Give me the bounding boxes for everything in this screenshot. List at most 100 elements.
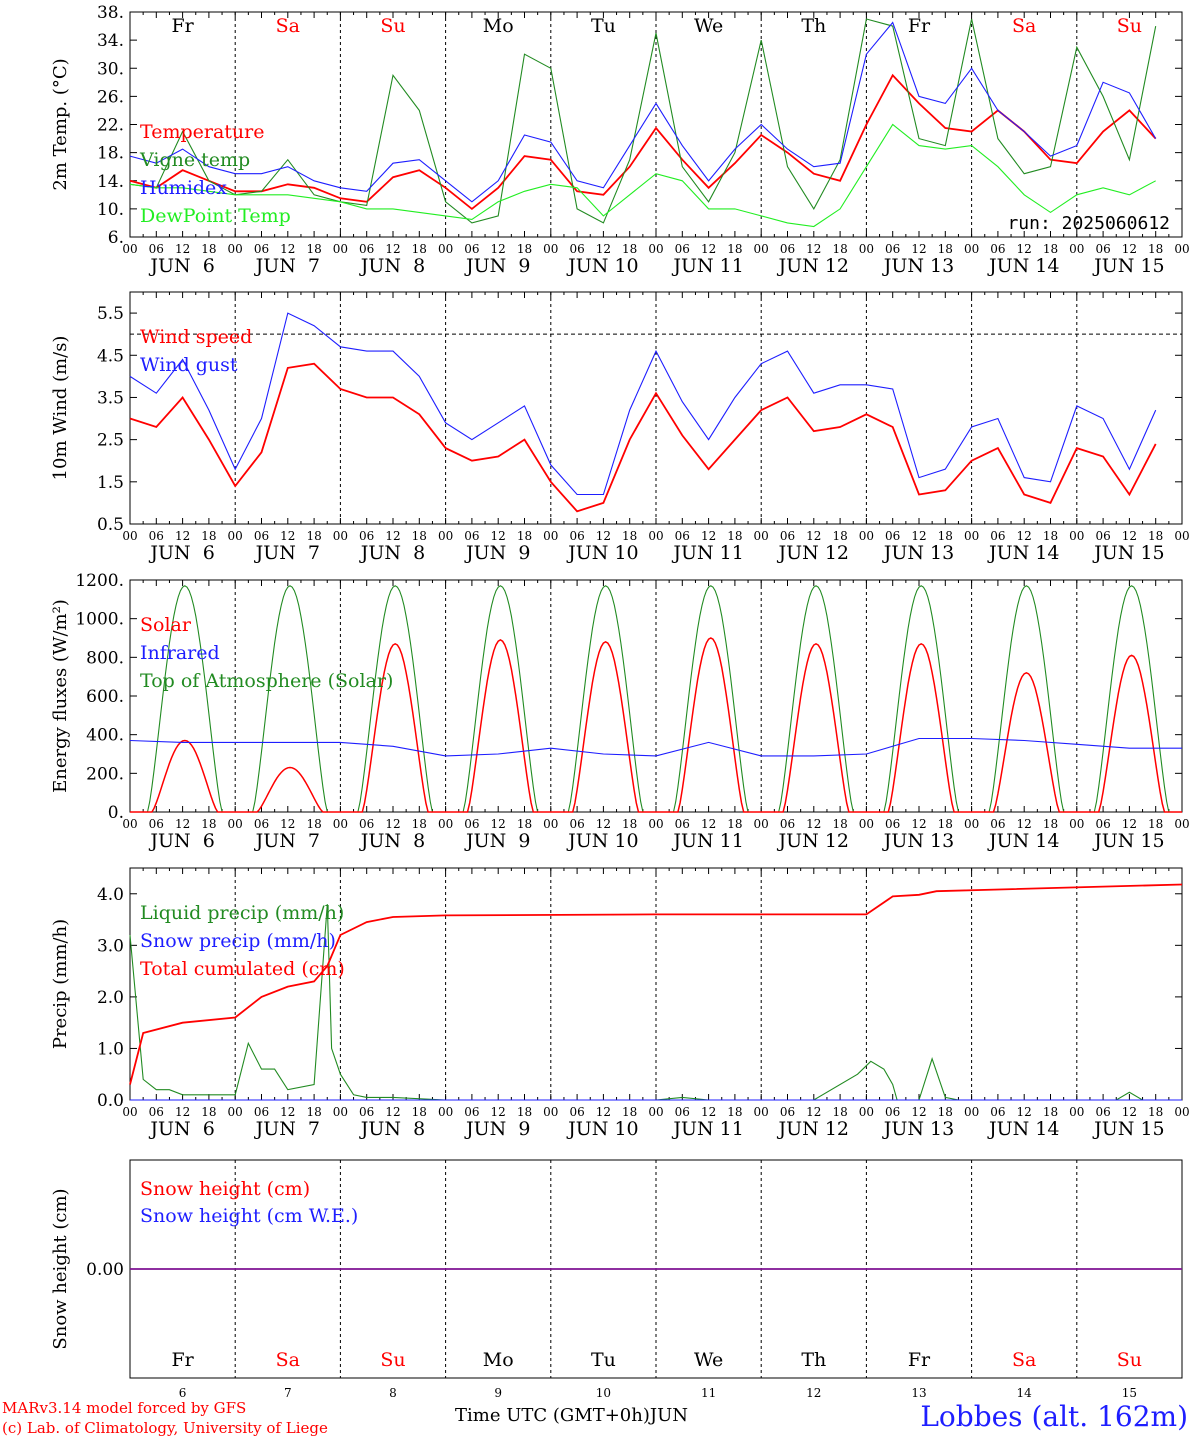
day-number: 10 — [596, 1386, 611, 1400]
day-label: JUN 11 — [671, 1118, 743, 1140]
legend-label: Snow precip (mm/h) — [140, 930, 336, 952]
day-label: JUN 14 — [987, 830, 1059, 852]
hour-tick-label: 00 — [543, 1105, 558, 1119]
hour-tick-label: 00 — [438, 817, 453, 831]
model-credit: MARv3.14 model forced by GFS (c) Lab. of… — [2, 1398, 328, 1438]
legend-label: Humidex — [140, 177, 227, 199]
y-tick-label: 400. — [86, 726, 124, 746]
day-label: JUN 15 — [1092, 542, 1164, 564]
hour-tick-label: 06 — [780, 817, 795, 831]
hour-tick-label: 06 — [990, 529, 1005, 543]
hour-tick-label: 12 — [491, 529, 506, 543]
day-number: 12 — [806, 1386, 821, 1400]
hour-tick-label: 18 — [517, 817, 532, 831]
legend-label: Total cumulated (cm) — [140, 958, 345, 980]
day-number: 15 — [1122, 1386, 1137, 1400]
month-label: JUN — [649, 1405, 689, 1426]
y-tick-label: 18. — [97, 144, 124, 164]
day-label: JUN 14 — [987, 1118, 1059, 1140]
hour-tick-label: 00 — [228, 1105, 243, 1119]
day-label: JUN 7 — [254, 830, 320, 852]
hour-tick-label: 12 — [175, 817, 190, 831]
day-label: JUN 12 — [777, 255, 849, 277]
hour-tick-label: 06 — [990, 1105, 1005, 1119]
hour-tick-label: 00 — [333, 1105, 348, 1119]
hour-tick-label: 06 — [254, 529, 269, 543]
hour-tick-label: 06 — [675, 529, 690, 543]
day-number: 6 — [179, 1386, 187, 1400]
hour-tick-label: 18 — [1043, 1105, 1058, 1119]
legend-label: Infrared — [140, 642, 220, 664]
hour-tick-label: 18 — [727, 1105, 742, 1119]
day-label: JUN 8 — [359, 1118, 425, 1140]
y-tick-label: 0.0 — [97, 1091, 124, 1111]
legend-label: Wind speed — [140, 326, 252, 348]
hour-tick-label: 12 — [491, 1105, 506, 1119]
day-label: JUN 10 — [566, 830, 638, 852]
y-tick-label: 1.0 — [97, 1039, 124, 1059]
hour-tick-label: 00 — [1174, 817, 1189, 831]
hour-tick-label: 18 — [727, 242, 742, 256]
hour-tick-label: 12 — [280, 817, 295, 831]
hour-tick-label: 00 — [648, 1105, 663, 1119]
hour-tick-label: 06 — [254, 1105, 269, 1119]
hour-tick-label: 06 — [464, 1105, 479, 1119]
series-line — [129, 73, 1157, 211]
day-label: JUN 7 — [254, 542, 320, 564]
hour-tick-label: 00 — [122, 529, 137, 543]
hour-tick-label: 12 — [806, 1105, 821, 1119]
hour-tick-label: 18 — [832, 242, 847, 256]
hour-tick-label: 18 — [517, 1105, 532, 1119]
series-line — [129, 312, 1157, 496]
weekday-label: Su — [1117, 15, 1142, 37]
hour-tick-label: 06 — [780, 242, 795, 256]
hour-tick-label: 12 — [491, 242, 506, 256]
weekday-label: Fr — [908, 1349, 931, 1371]
hour-tick-label: 12 — [175, 1105, 190, 1119]
hour-tick-label: 18 — [622, 242, 637, 256]
y-tick-label: 2.5 — [97, 431, 124, 451]
hour-tick-label: 00 — [964, 529, 979, 543]
y-tick-label: 1000. — [75, 610, 124, 630]
legend-label: Vigne temp — [139, 149, 250, 171]
hour-tick-label: 00 — [543, 242, 558, 256]
y-tick-label: 34. — [97, 31, 124, 51]
hour-tick-label: 12 — [1122, 817, 1137, 831]
weekday-label: Tu — [591, 1349, 616, 1371]
hour-tick-label: 06 — [254, 817, 269, 831]
hour-tick-label: 06 — [359, 1105, 374, 1119]
y-tick-label: 4.5 — [97, 346, 124, 366]
hour-tick-label: 00 — [543, 817, 558, 831]
hour-tick-label: 18 — [938, 529, 953, 543]
hour-tick-label: 06 — [149, 817, 164, 831]
hour-tick-label: 12 — [701, 529, 716, 543]
hour-tick-label: 18 — [832, 817, 847, 831]
weekday-label: Fr — [171, 15, 194, 37]
hour-tick-label: 06 — [359, 242, 374, 256]
hour-tick-label: 00 — [333, 242, 348, 256]
hour-tick-label: 06 — [780, 1105, 795, 1119]
hour-tick-label: 00 — [1069, 529, 1084, 543]
hour-tick-label: 06 — [359, 817, 374, 831]
y-axis-label: Precip (mm/h) — [50, 919, 71, 1049]
day-label: JUN 15 — [1092, 830, 1164, 852]
weekday-label: Sa — [276, 1349, 300, 1371]
day-label: JUN 9 — [464, 830, 530, 852]
hour-tick-label: 12 — [385, 1105, 400, 1119]
y-tick-label: 1.5 — [97, 473, 124, 493]
y-tick-label: 3.0 — [97, 936, 124, 956]
day-label: JUN 6 — [148, 255, 214, 277]
y-axis-label: 2m Temp. (°C) — [50, 58, 71, 190]
hour-tick-label: 00 — [438, 529, 453, 543]
day-label: JUN 15 — [1092, 1118, 1164, 1140]
hour-tick-label: 12 — [806, 242, 821, 256]
hour-tick-label: 06 — [1095, 242, 1110, 256]
hour-tick-label: 18 — [306, 1105, 321, 1119]
hour-tick-label: 00 — [1174, 242, 1189, 256]
hour-tick-label: 00 — [438, 242, 453, 256]
hour-tick-label: 18 — [832, 1105, 847, 1119]
y-axis-label: Energy fluxes (W/m²) — [50, 599, 71, 793]
legend-label: DewPoint Temp — [140, 205, 291, 227]
y-tick-label: 2.0 — [97, 988, 124, 1008]
series-line — [130, 637, 1182, 813]
